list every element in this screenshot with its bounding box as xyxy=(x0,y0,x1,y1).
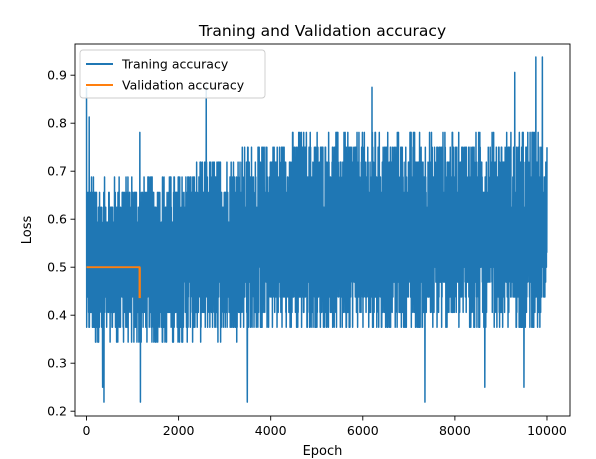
x-tick-label: 8000 xyxy=(439,423,471,438)
x-tick-label: 0 xyxy=(83,423,91,438)
y-tick-label: 0.3 xyxy=(47,356,67,371)
y-tick-label: 0.7 xyxy=(47,164,67,179)
plot-frame xyxy=(74,43,571,417)
series-training-accuracy xyxy=(85,56,548,403)
x-axis-label: Epoch xyxy=(303,444,343,459)
x-tick-label: 2000 xyxy=(163,423,195,438)
x-tick-label: 10000 xyxy=(527,423,567,438)
y-axis-ticks: 0.2 0.3 0.4 0.5 0.6 0.7 0.8 0.9 xyxy=(47,68,75,419)
legend-label-validation: Validation accuracy xyxy=(122,78,245,93)
plot-data xyxy=(85,56,548,403)
legend-label-training: Traning accuracy xyxy=(121,57,229,72)
y-tick-label: 0.6 xyxy=(47,212,67,227)
y-tick-label: 0.5 xyxy=(47,260,67,275)
legend-box xyxy=(79,49,266,99)
y-tick-label: 0.4 xyxy=(47,308,67,323)
x-tick-label: 4000 xyxy=(255,423,287,438)
series-validation-accuracy xyxy=(86,266,141,299)
y-axis-label: Loss xyxy=(20,216,35,245)
x-tick-label: 6000 xyxy=(347,423,379,438)
x-axis-ticks: 0 2000 4000 6000 8000 10000 xyxy=(83,416,567,438)
legend: Traning accuracy Validation accuracy xyxy=(79,49,266,99)
y-tick-label: 0.8 xyxy=(47,116,67,131)
y-tick-label: 0.2 xyxy=(47,404,67,419)
y-tick-label: 0.9 xyxy=(47,68,67,83)
chart-title: Traning and Validation accuracy xyxy=(198,22,446,40)
